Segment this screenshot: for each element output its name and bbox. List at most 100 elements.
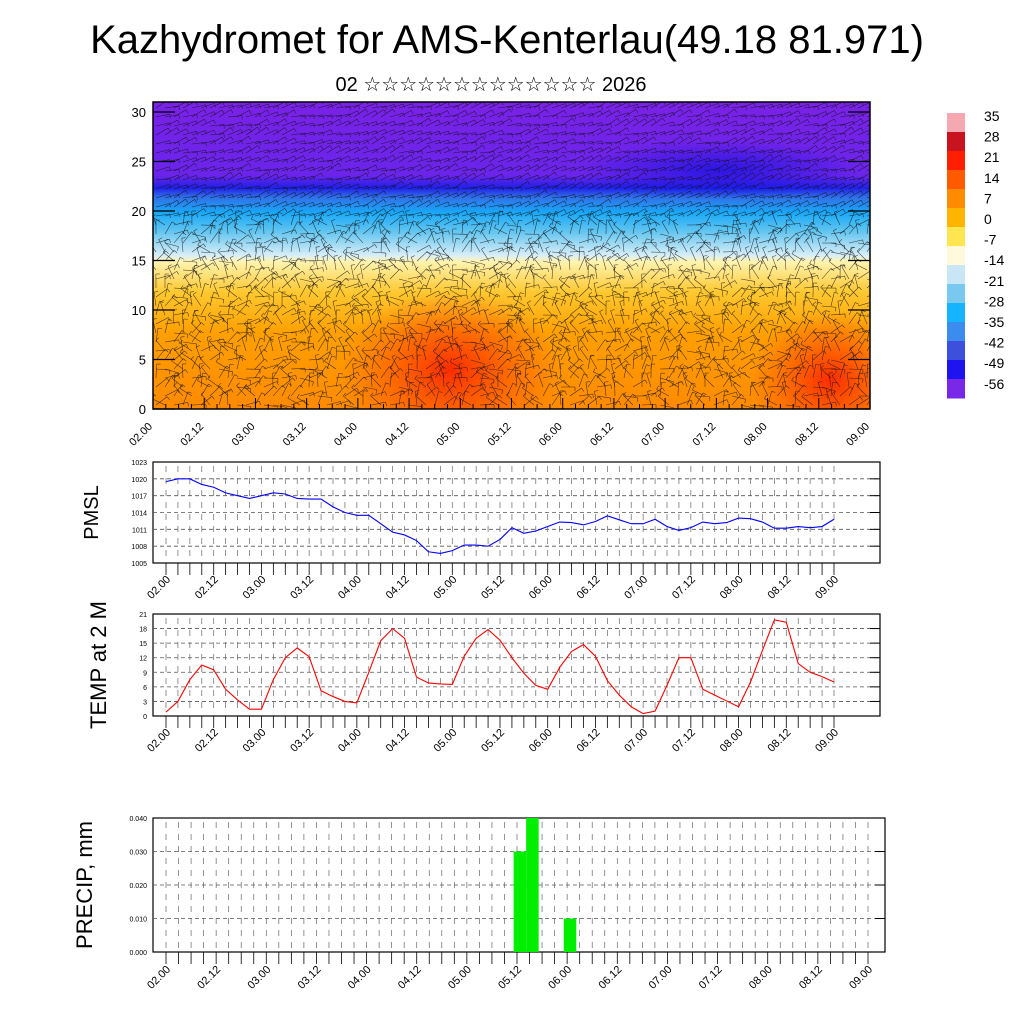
wind-barb (713, 131, 728, 136)
wind-barb (309, 267, 319, 280)
wind-barb-flag (186, 344, 189, 348)
wind-barb (389, 194, 404, 199)
wind-barb-flag (472, 237, 477, 241)
wind-barb-flag (731, 310, 736, 314)
wind-barb-flag (340, 320, 342, 325)
wind-barb (207, 315, 220, 325)
wind-barb-flag (331, 178, 333, 183)
wind-barb-flag (563, 154, 567, 159)
wind-barb-flag (292, 377, 296, 382)
wind-barb (389, 122, 404, 127)
wind-barb (515, 112, 530, 118)
wind-barb (542, 260, 557, 265)
wind-barb-flag (367, 157, 369, 162)
wind-barb (272, 359, 284, 370)
wind-barb-flag (482, 173, 486, 177)
wind-barb (497, 307, 511, 316)
wind-barb-flag (438, 309, 441, 314)
wind-barb (812, 157, 827, 163)
wind-barb-flag (838, 239, 843, 243)
wind-barb (299, 191, 313, 199)
wind-barb (558, 252, 571, 262)
wind-barb-flag (356, 190, 360, 195)
wind-barb (227, 331, 238, 343)
wind-barb (488, 154, 501, 163)
wind-barb (518, 347, 526, 361)
wind-barb (164, 368, 179, 374)
wind-barb (164, 114, 179, 118)
wind-barb-flag (849, 250, 853, 254)
wind-barb-flag (357, 254, 359, 259)
wind-barb (830, 111, 845, 118)
wind-barb-flag (728, 301, 733, 305)
wind-barb-flag (762, 319, 767, 321)
wind-barb (317, 305, 329, 316)
wind-barb (722, 120, 737, 127)
wind-barb-flag (483, 328, 488, 330)
wind-barb (288, 260, 301, 271)
wind-barb-flag (763, 256, 768, 259)
wind-barb (434, 184, 449, 190)
wind-barb-flag (208, 338, 213, 342)
wind-barb (173, 190, 186, 199)
wind-barb (776, 251, 788, 262)
wind-barb (299, 223, 310, 235)
wind-barb (296, 310, 301, 325)
wind-barb (416, 268, 427, 280)
wind-barb-flag (572, 118, 576, 122)
wind-barb-flag (684, 291, 689, 293)
wind-barb-flag (809, 228, 814, 230)
wind-barb-flag (689, 234, 692, 239)
wind-barb (245, 112, 260, 118)
wind-barb (452, 238, 457, 253)
wind-barb-flag (537, 200, 540, 204)
wind-barb-flag (772, 139, 774, 144)
wind-barb-flag (197, 241, 201, 246)
wind-barb (731, 150, 746, 154)
wind-barb-flag (400, 216, 404, 220)
wind-barb-flag (174, 295, 178, 299)
wind-barb (569, 366, 579, 379)
wind-barb-flag (880, 194, 881, 198)
wind-barb (857, 163, 870, 172)
wind-barb-flag (412, 301, 417, 304)
wind-barb-flag (466, 221, 468, 226)
wind-barb-flag (518, 345, 522, 348)
wind-barb-flag (353, 357, 357, 361)
wind-barb-flag (861, 182, 864, 186)
wind-barb (407, 280, 420, 289)
wind-barb (551, 196, 566, 199)
wind-barb (758, 358, 769, 370)
wind-barb-flag (619, 293, 621, 298)
wind-barb (866, 115, 870, 118)
wind-barb (353, 258, 363, 271)
wind-barb-flag (586, 330, 591, 334)
wind-barb (542, 303, 553, 316)
wind-barb-flag (673, 291, 678, 293)
wind-barb (515, 195, 530, 199)
wind-barb (533, 149, 548, 154)
wind-barb-flag (173, 249, 178, 253)
wind-barb (315, 247, 319, 262)
wind-barb-flag (519, 156, 522, 161)
wind-barb (200, 205, 215, 208)
wind-barb-flag (594, 246, 599, 248)
wind-barb (290, 213, 305, 217)
wind-barb (380, 346, 387, 361)
wind-barb-flag (781, 194, 783, 199)
wind-barb-flag (196, 283, 198, 288)
wind-barb (398, 289, 412, 298)
wind-barb (740, 353, 754, 361)
wind-barb-flag (383, 190, 387, 195)
wind-barb-flag (591, 300, 594, 305)
wind-barb (693, 279, 706, 289)
wind-barb-flag (579, 300, 584, 304)
wind-barb-flag (147, 256, 150, 258)
wind-barb-flag (311, 327, 316, 330)
wind-barb-flag (502, 204, 504, 209)
wind-barb (290, 147, 304, 154)
wind-barb-flag (735, 164, 738, 169)
wind-barb-flag (457, 114, 459, 119)
wind-barb (542, 333, 555, 343)
wind-barb-flag (430, 105, 432, 110)
